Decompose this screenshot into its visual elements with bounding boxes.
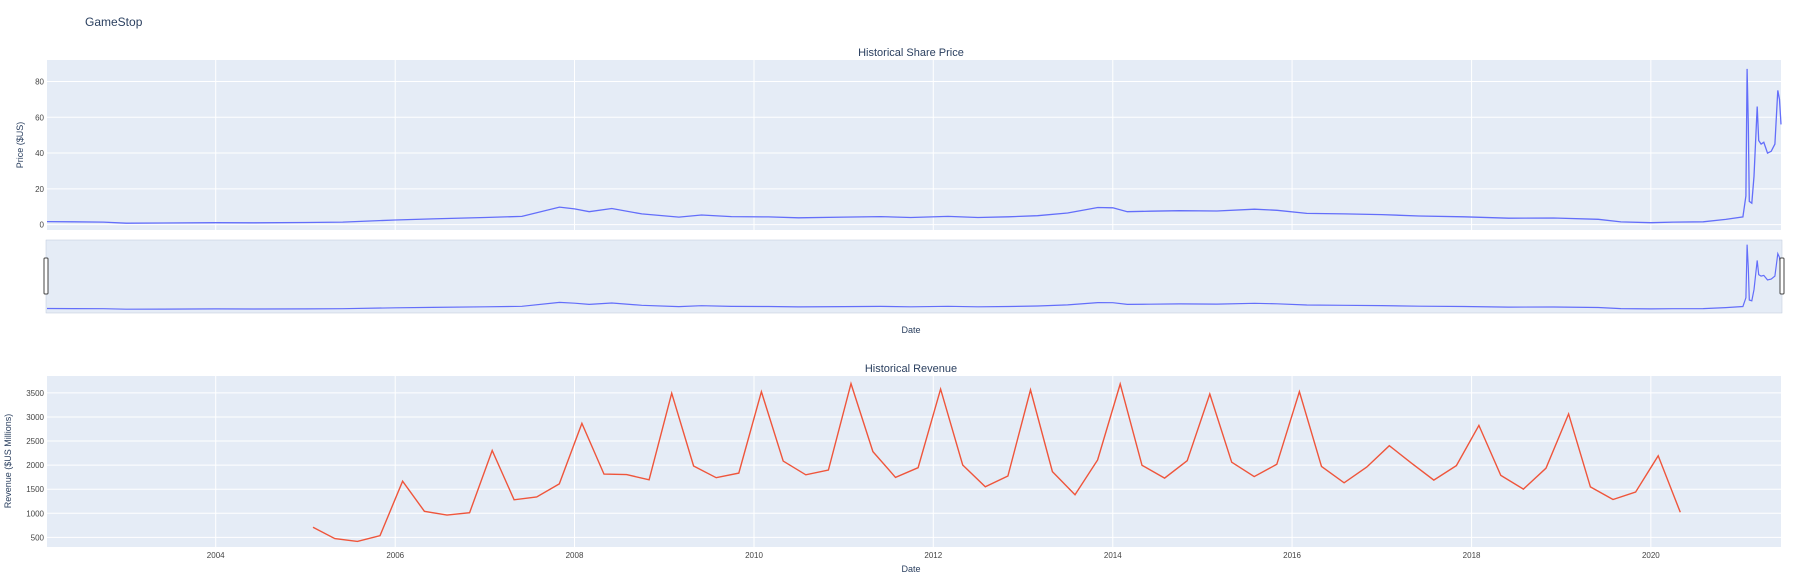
revenue-x-tick-label: 2010: [745, 551, 763, 560]
revenue-y-tick-label: 1000: [26, 509, 44, 518]
range-slider[interactable]: [45, 239, 1783, 314]
revenue-x-tick-label: 2006: [386, 551, 404, 560]
price-y-tick-label: 40: [35, 149, 44, 158]
revenue-gridlines: [47, 376, 1781, 547]
revenue-series-line: [312, 381, 1681, 543]
price-y-axis-label: Price ($US): [15, 122, 25, 169]
revenue-y-tick-label: 3500: [26, 389, 44, 398]
revenue-y-tick-label: 3000: [26, 413, 44, 422]
revenue-x-tick-label: 2018: [1463, 551, 1481, 560]
revenue-x-tick-label: 2008: [566, 551, 584, 560]
range-slider-left-handle[interactable]: [43, 257, 49, 295]
revenue-y-tick-label: 2000: [26, 461, 44, 470]
range-slider-line: [46, 244, 1782, 310]
revenue-x-tick-label: 2012: [924, 551, 942, 560]
revenue-plot-area: [47, 376, 1781, 547]
range-slider-right-handle[interactable]: [1779, 257, 1785, 295]
revenue-x-tick-label: 2020: [1642, 551, 1660, 560]
price-y-ticks: 0 20 40 60 80: [35, 77, 44, 229]
revenue-y-ticks: 500 1000 1500 2000 2500 3000 3500: [26, 389, 44, 543]
price-chart-title: Historical Share Price: [858, 47, 964, 59]
price-y-tick-label: 20: [35, 185, 44, 194]
revenue-y-tick-label: 500: [31, 533, 45, 542]
revenue-x-tick-label: 2016: [1283, 551, 1301, 560]
revenue-y-axis-label: Revenue ($US Millions): [3, 414, 13, 509]
figure-title: GameStop: [85, 15, 143, 29]
revenue-y-tick-label: 1500: [26, 485, 44, 494]
price-series-line: [46, 68, 1782, 224]
revenue-y-tick-label: 2500: [26, 437, 44, 446]
revenue-chart-title: Historical Revenue: [865, 363, 957, 375]
revenue-x-axis-label: Date: [901, 564, 920, 574]
price-x-axis-label: Date: [901, 325, 920, 335]
revenue-x-tick-label: 2014: [1104, 551, 1122, 560]
price-plot-area: [47, 60, 1781, 230]
revenue-x-tick-label: 2004: [207, 551, 225, 560]
revenue-x-ticks: 2004 2006 2008 2010 2012 2014 2016 2018 2020: [207, 551, 1660, 560]
price-y-tick-label: 60: [35, 113, 44, 122]
price-y-tick-label: 80: [35, 77, 44, 86]
price-gridlines: [47, 60, 1781, 230]
price-y-tick-label: 0: [40, 221, 45, 230]
